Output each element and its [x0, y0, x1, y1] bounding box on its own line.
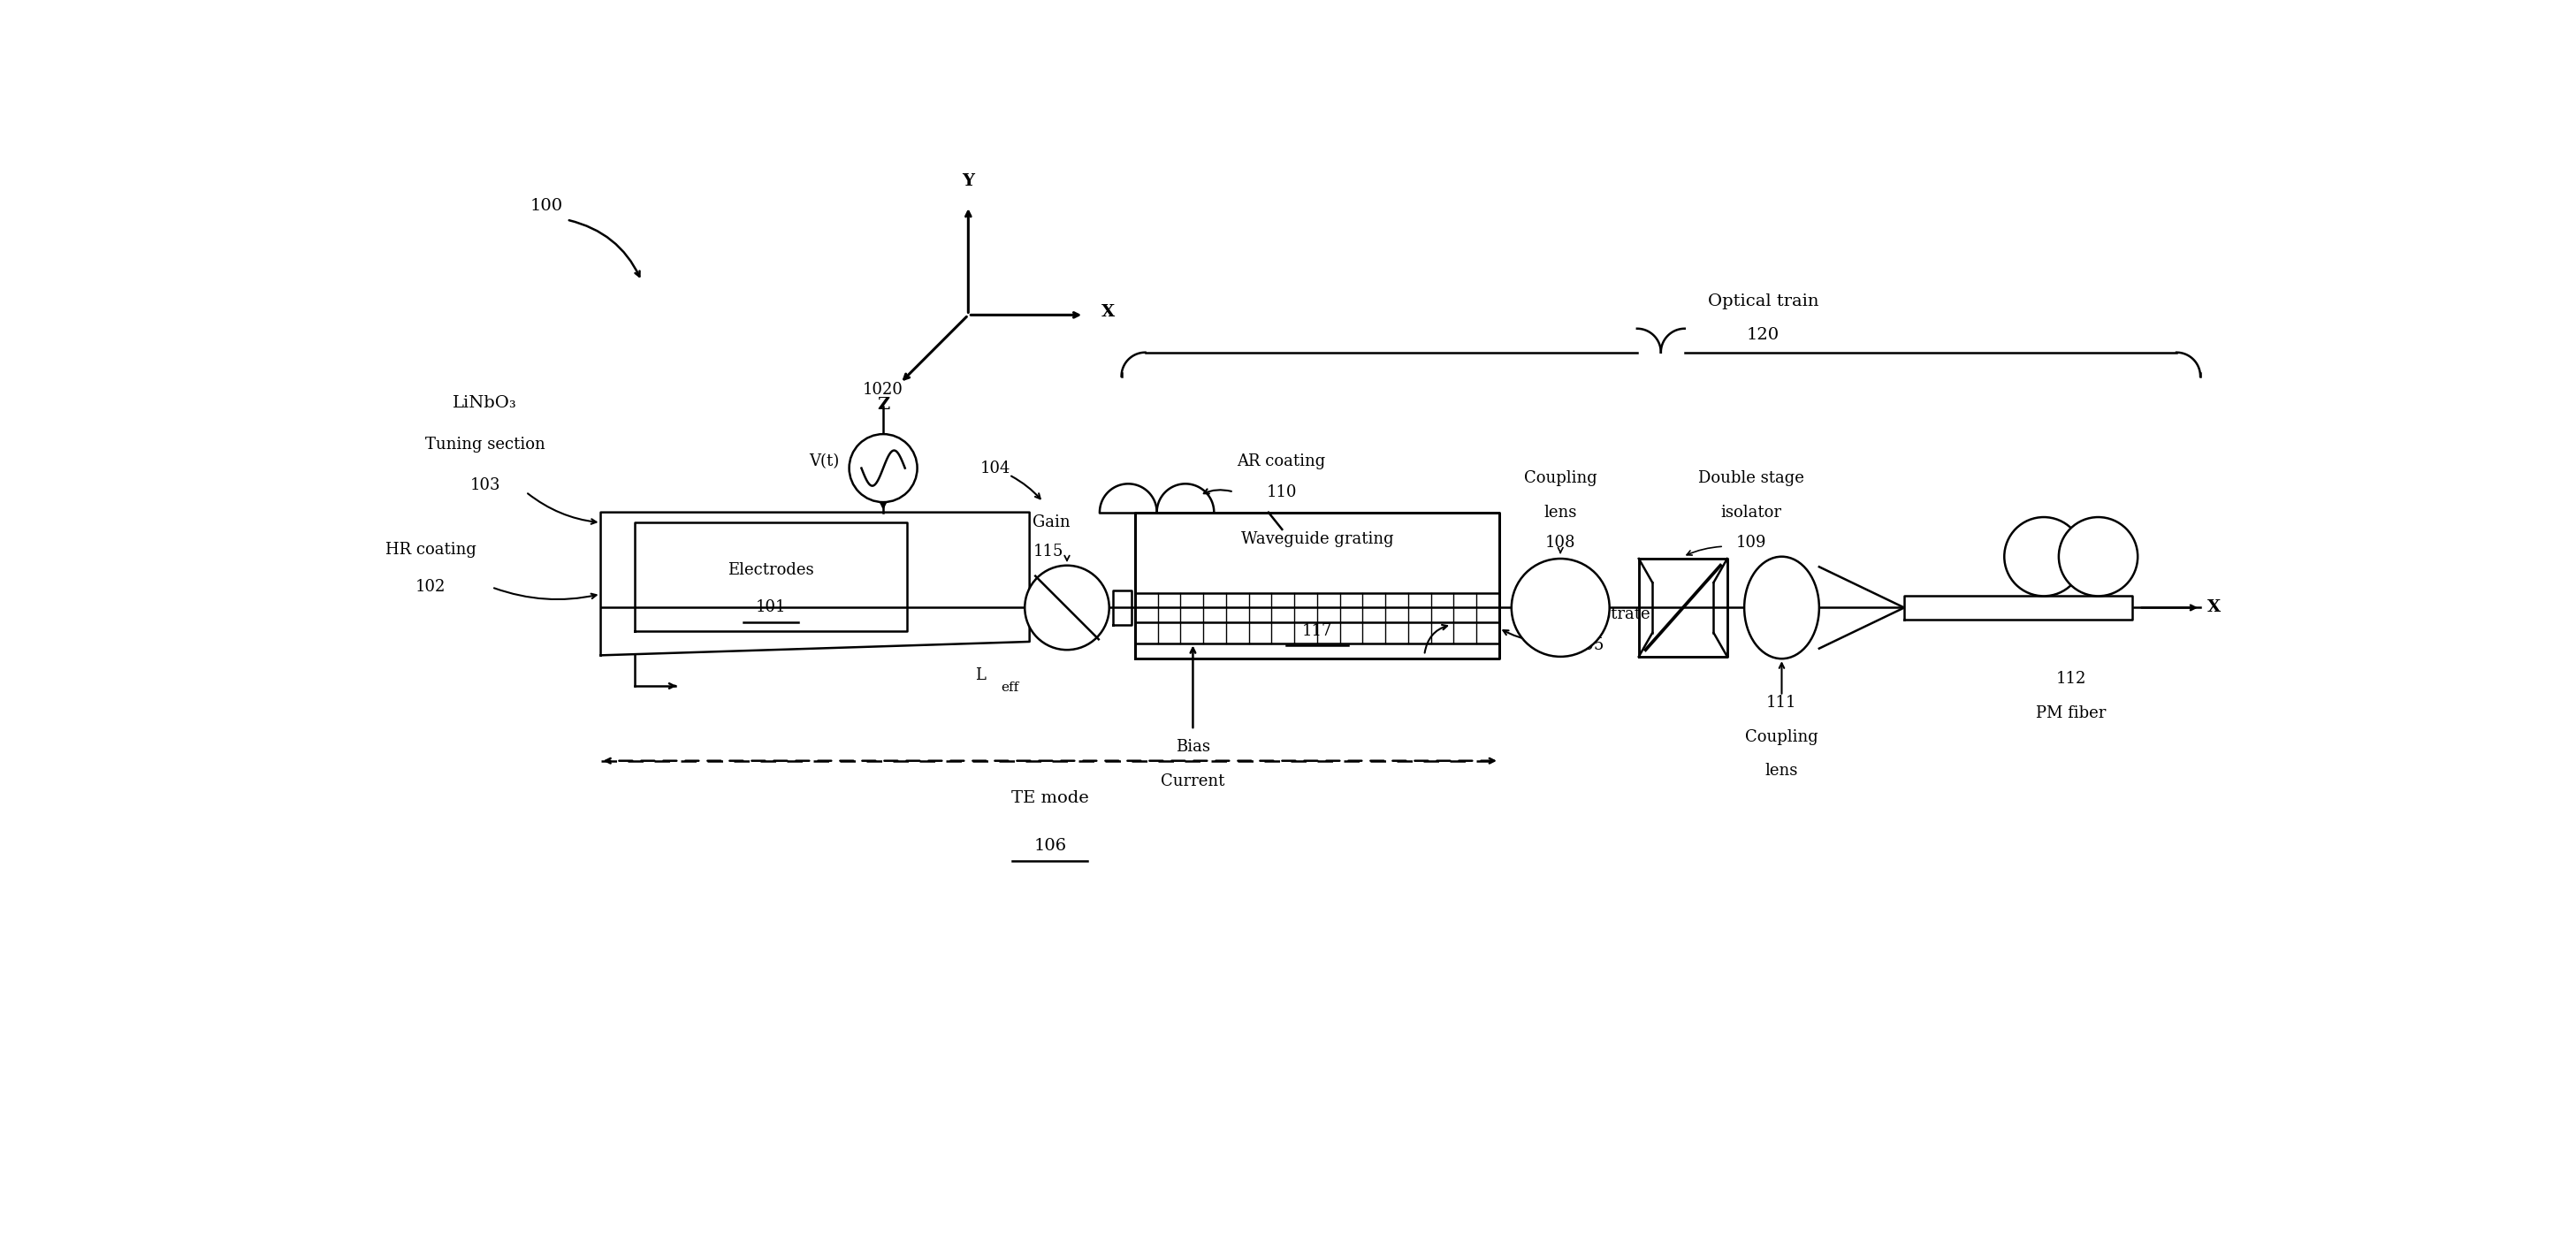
- Text: Bias: Bias: [1175, 740, 1211, 755]
- Circle shape: [2058, 517, 2138, 596]
- Text: 105: 105: [1574, 637, 1605, 653]
- Text: Double stage: Double stage: [1698, 470, 1803, 486]
- Text: 109: 109: [1736, 535, 1767, 551]
- Text: lens: lens: [1543, 504, 1577, 520]
- Text: 111: 111: [1767, 695, 1798, 711]
- Text: Coupling: Coupling: [1525, 470, 1597, 486]
- Text: Waveguide grating: Waveguide grating: [1242, 531, 1394, 547]
- Text: PM fiber: PM fiber: [2035, 705, 2107, 721]
- Text: isolator: isolator: [1721, 504, 1783, 520]
- Text: 120: 120: [1747, 328, 1780, 344]
- Text: 117: 117: [1301, 623, 1332, 639]
- Text: Optical train: Optical train: [1708, 293, 1819, 309]
- Text: Gain: Gain: [1033, 515, 1072, 531]
- Circle shape: [1025, 566, 1110, 650]
- Text: Tuning section: Tuning section: [425, 437, 546, 452]
- Text: 112: 112: [2056, 671, 2087, 688]
- Text: 110: 110: [1267, 484, 1296, 500]
- Text: V(t): V(t): [809, 453, 840, 469]
- Text: Z: Z: [878, 397, 889, 412]
- Text: 104: 104: [981, 460, 1010, 477]
- Text: 106: 106: [1033, 838, 1066, 854]
- Circle shape: [2004, 517, 2084, 596]
- Text: Y: Y: [961, 174, 974, 189]
- Text: 101: 101: [755, 599, 786, 616]
- Text: TE mode: TE mode: [1012, 791, 1090, 807]
- Text: HR coating: HR coating: [384, 542, 477, 557]
- Text: eff: eff: [1002, 681, 1020, 694]
- Text: 102: 102: [415, 580, 446, 596]
- Text: Coupling: Coupling: [1744, 728, 1819, 745]
- Circle shape: [1512, 558, 1610, 656]
- Text: X: X: [1100, 304, 1115, 319]
- Text: PLC Substrate: PLC Substrate: [1533, 607, 1651, 623]
- Text: 108: 108: [1546, 535, 1577, 551]
- Text: 100: 100: [531, 199, 562, 213]
- Text: AR coating: AR coating: [1236, 453, 1327, 469]
- Text: 115: 115: [1033, 544, 1064, 560]
- Circle shape: [850, 434, 917, 503]
- Text: X: X: [2208, 599, 2221, 616]
- Polygon shape: [1904, 596, 2133, 620]
- Text: Current: Current: [1162, 773, 1226, 789]
- Text: LiNbO₃: LiNbO₃: [453, 396, 518, 412]
- Text: lens: lens: [1765, 763, 1798, 779]
- Text: 103: 103: [469, 478, 500, 493]
- Text: L: L: [976, 668, 987, 684]
- Text: 1020: 1020: [863, 382, 904, 398]
- Ellipse shape: [1744, 557, 1819, 659]
- Text: Electrodes: Electrodes: [729, 562, 814, 578]
